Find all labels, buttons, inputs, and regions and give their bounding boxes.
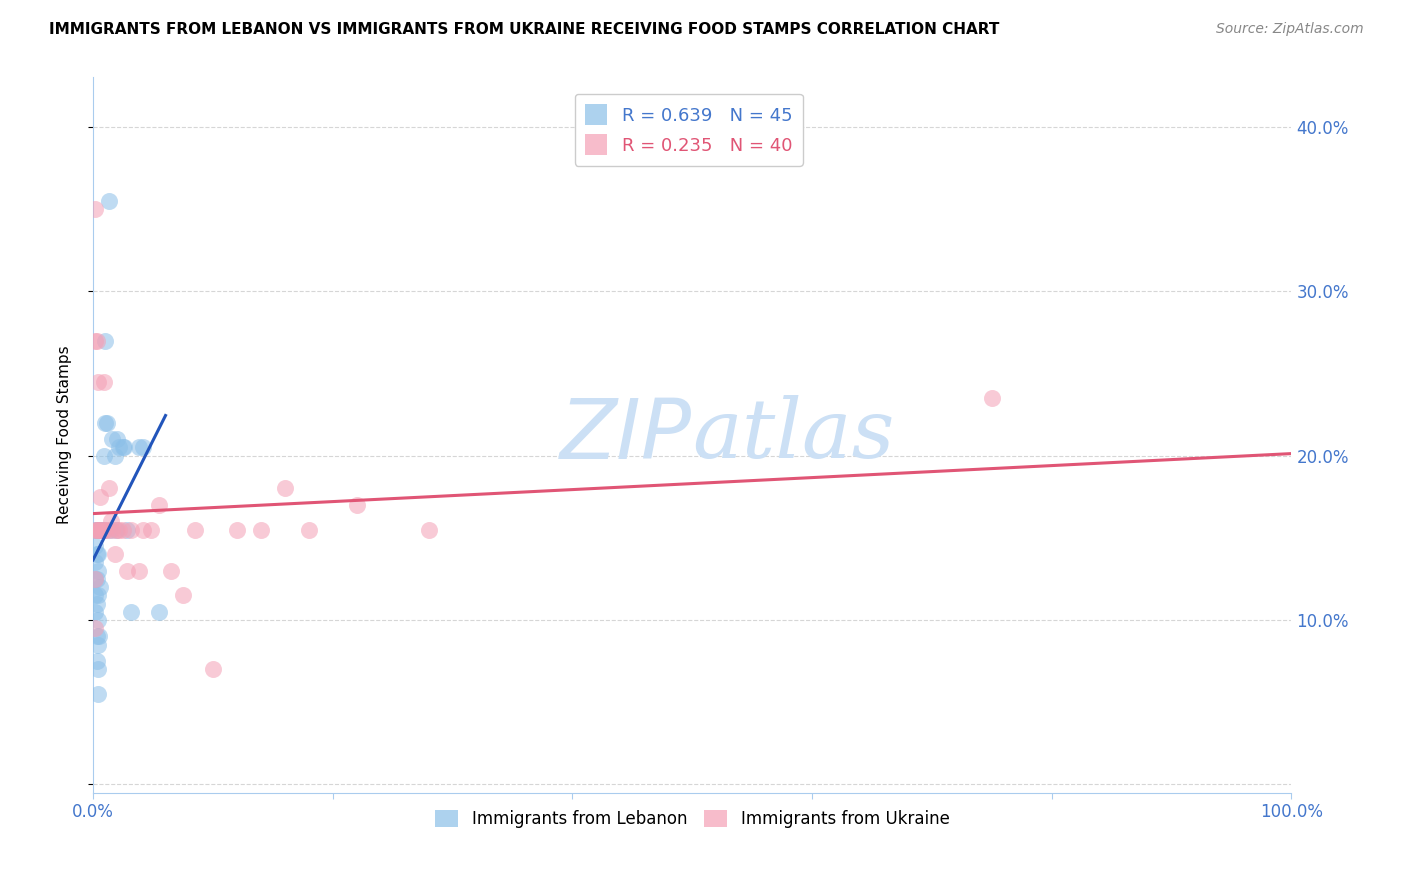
Point [105,523,128,537]
Point [87,564,110,578]
Point [97,194,120,208]
Text: IMMIGRANTS FROM LEBANON VS IMMIGRANTS FROM UKRAINE RECEIVING FOOD STAMPS CORRELA: IMMIGRANTS FROM LEBANON VS IMMIGRANTS FR… [49,22,1000,37]
Text: ZIP: ZIP [560,394,692,475]
Point [172,588,194,602]
Point [89,580,111,594]
Point [87,687,110,701]
Point [86,547,108,561]
Point [90,523,112,537]
Point [84,605,107,619]
Point [87,523,110,537]
Point [298,523,321,537]
Point [89,490,111,504]
Point [93,523,115,537]
Point [86,523,108,537]
Point [87,375,110,389]
Point [115,564,138,578]
Point [108,441,131,455]
Point [96,416,118,430]
Point [225,523,247,537]
Point [87,630,110,644]
Text: Source: ZipAtlas.com: Source: ZipAtlas.com [1216,22,1364,37]
Point [346,498,368,512]
Point [84,334,107,348]
Point [104,523,127,537]
Point [148,498,170,512]
Point [89,523,111,537]
Point [111,523,134,537]
Point [128,564,150,578]
Point [139,523,162,537]
Point [980,391,1002,405]
Point [87,523,110,537]
Point [418,523,440,537]
Point [115,523,138,537]
Point [97,482,120,496]
Point [103,449,125,463]
Point [84,572,107,586]
Point [91,523,114,537]
Point [120,605,142,619]
Point [87,588,110,602]
Point [101,523,124,537]
Point [87,547,110,561]
Point [98,523,121,537]
Point [128,441,150,455]
Point [86,630,108,644]
Point [84,523,107,537]
Point [184,523,207,537]
Point [84,556,107,570]
Point [94,523,117,537]
Point [100,514,122,528]
Point [87,613,110,627]
Point [84,572,107,586]
Point [91,523,114,537]
Point [86,654,108,668]
Point [84,539,107,553]
Y-axis label: Receiving Food Stamps: Receiving Food Stamps [58,346,72,524]
Point [87,523,110,537]
Point [94,334,117,348]
Point [148,605,170,619]
Point [160,564,183,578]
Point [101,432,124,446]
Point [111,441,134,455]
Point [84,621,107,635]
Point [87,523,110,537]
Point [84,588,107,602]
Text: atlas: atlas [692,395,894,475]
Point [84,202,107,216]
Point [90,523,112,537]
Point [112,441,135,455]
Point [274,482,297,496]
Point [105,432,128,446]
Point [93,375,115,389]
Point [84,523,107,537]
Point [96,523,118,537]
Point [87,662,110,676]
Point [132,523,155,537]
Point [108,523,131,537]
Point [86,523,108,537]
Point [86,334,108,348]
Point [94,416,117,430]
Point [87,638,110,652]
Point [120,523,142,537]
Point [86,597,108,611]
Point [132,441,155,455]
Point [93,449,115,463]
Legend: Immigrants from Lebanon, Immigrants from Ukraine: Immigrants from Lebanon, Immigrants from… [429,803,956,834]
Point [249,523,271,537]
Point [103,547,125,561]
Point [86,572,108,586]
Point [201,662,224,676]
